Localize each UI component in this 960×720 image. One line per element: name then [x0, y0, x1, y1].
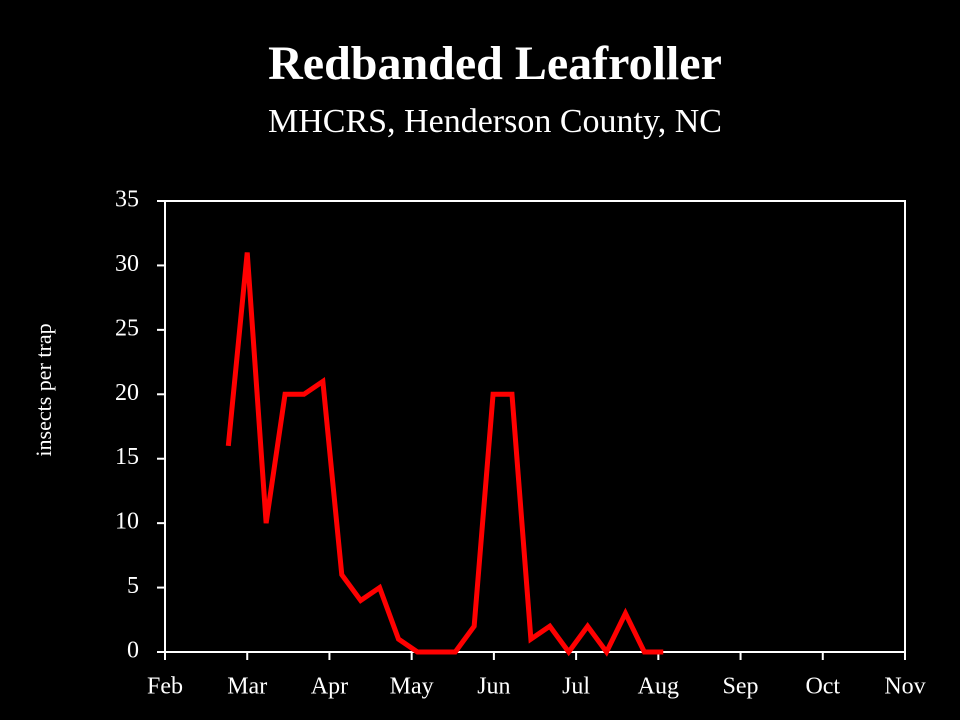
x-tick-label: Feb [147, 674, 183, 700]
y-tick-label: 5 [127, 573, 139, 599]
y-tick-label: 35 [115, 187, 139, 213]
x-tick-label: May [390, 674, 434, 700]
y-tick-label: 25 [115, 315, 139, 341]
y-tick-label: 0 [127, 638, 139, 664]
x-tick-label: Aug [638, 674, 679, 700]
y-tick-label: 15 [115, 444, 139, 470]
plot-frame [164, 200, 906, 653]
x-tick-label: Jun [477, 674, 510, 700]
x-tick-label: Mar [227, 674, 267, 700]
chart-subtitle: MHCRS, Henderson County, NC [268, 103, 722, 140]
chart-title: Redbanded Leafroller [268, 37, 722, 90]
x-tick-label: Nov [884, 674, 925, 700]
data-line [225, 252, 664, 657]
y-axis-label: insects per trap [31, 323, 56, 456]
x-tick-label: Jul [562, 674, 590, 700]
y-tick-label: 10 [115, 509, 139, 535]
x-tick-label: Apr [311, 674, 348, 700]
y-tick-label: 30 [115, 251, 139, 277]
y-tick-label: 20 [115, 380, 139, 406]
x-tick-label: Oct [805, 674, 840, 700]
x-tick-label: Sep [723, 674, 759, 700]
